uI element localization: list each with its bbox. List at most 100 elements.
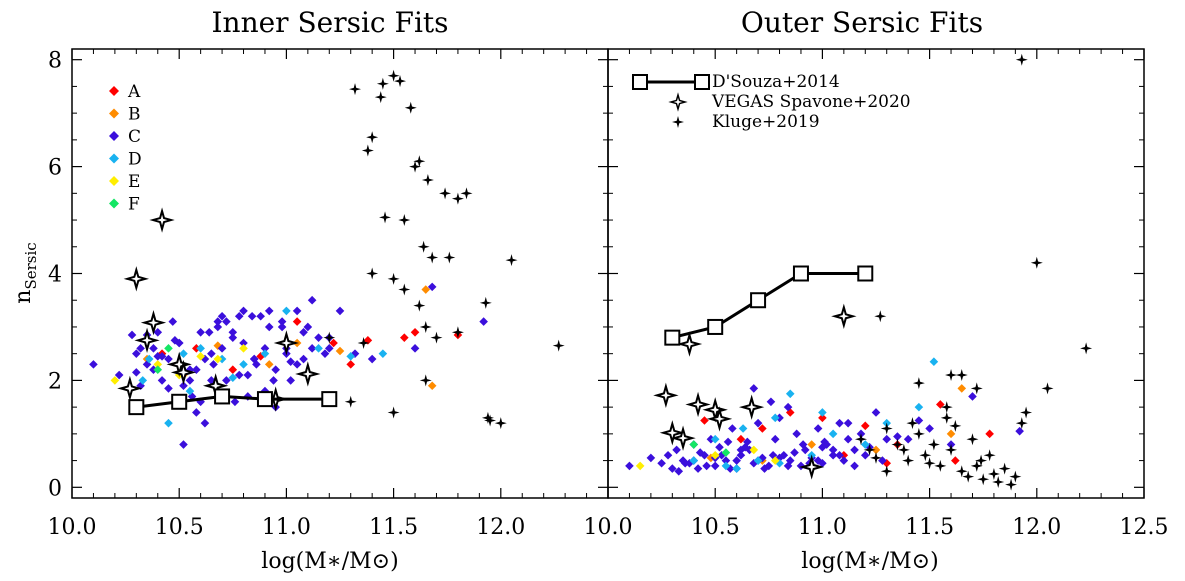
diamond-point-c [164,384,173,393]
kluge-star-point [387,272,400,285]
diamond-point-c [196,327,205,337]
inner-panel-frame [71,48,609,499]
diamond-point-c [234,311,244,321]
diamond-point-c [893,432,902,441]
outer-panel-marks [625,53,1093,491]
kluge-star-point [417,240,430,253]
kluge-star-point [413,299,426,312]
x-tick-label: 10.5 [155,515,204,540]
legend-marker-e [109,176,119,186]
diamond-point-e [770,456,780,465]
kluge-star-point [387,406,400,419]
kluge-star-point [1015,53,1028,66]
legend-marker-f [109,198,119,209]
diamond-point-c [234,370,244,380]
diamond-point-c [213,322,223,332]
diamond-point-c [843,418,853,428]
vegas-star-point [149,207,175,233]
diamond-point-c [625,461,634,471]
diamond-point-f [164,344,173,353]
vegas-star-point [676,331,703,357]
x-tick-label: 12.0 [1012,515,1061,540]
x-tick-label: 11.5 [369,515,418,540]
diamond-point-c [292,306,302,316]
diamond-point-c [228,333,238,342]
kluge-star-point [912,377,925,390]
diamond-point-c [303,322,313,332]
diamond-point-c [243,392,253,401]
dsouza-square-point [171,393,188,410]
diamond-point-a [818,413,827,423]
diamond-point-c [222,376,231,385]
kluge-star-point [479,296,492,309]
diamond-point-d [378,349,388,358]
diamond-point-a [985,429,994,439]
kluge-star-point [349,83,362,96]
x-tick-label: 11.5 [905,515,954,540]
kluge-star-point [970,382,983,395]
diamond-point-a [951,456,960,465]
kluge-star-point [977,473,990,486]
outer-panel-title: Outer Sersic Fits [741,6,983,39]
svg-text:nSersic: nSersic [11,242,40,303]
kluge-star-point [955,465,968,478]
kluge-star-point [398,214,411,227]
diamond-point-c [252,360,261,369]
kluge-star-point [962,470,975,483]
diamond-point-c [790,448,799,457]
kluge-star-point [323,331,336,344]
vegas-star-point [295,361,321,387]
diamond-point-c [785,456,795,465]
diamond-point-c [217,344,227,353]
diamond-point-b [264,360,274,369]
kluge-star-point [945,443,958,456]
kluge-star-point [970,459,983,472]
diamond-point-c [760,464,769,473]
kluge-star-point [451,192,464,205]
kluge-star-point [421,173,434,186]
diamond-point-c [663,450,673,460]
diamond-point-e [196,352,205,361]
dsouza-square-point [857,265,874,282]
diamond-point-c [749,458,759,468]
diamond-point-c [207,376,216,385]
diamond-point-f [689,440,699,449]
diamond-point-c [828,445,838,455]
kluge-star-point [1030,256,1043,269]
kluge-star-point [394,75,407,88]
diamond-point-c [850,461,859,471]
kluge-star-point [387,69,400,82]
kluge-star-point [361,144,374,157]
kluge-star-point [357,336,370,349]
vegas-star-point [798,454,825,480]
kluge-star-point [374,91,387,104]
legend-label-kluge: Kluge+2019 [712,112,820,132]
vegas-star-point [670,425,696,451]
diamond-point-c [968,392,977,401]
diamond-point-c [779,450,789,460]
diamond-point-d [179,349,188,358]
kluge-star-point [376,77,389,90]
diamond-point-c [695,448,705,457]
diamond-point-c [818,442,827,452]
diamond-point-d [753,456,763,465]
diamond-point-c [871,408,881,417]
diamond-point-c [164,354,173,364]
kluge-star-point [1015,417,1028,430]
diamond-point-f [153,365,163,375]
kluge-star-point [897,443,910,456]
diamond-point-c [200,418,210,428]
diamond-point-d [228,373,238,383]
diamond-point-c [798,440,808,449]
diamond-point-c [179,440,188,449]
kluge-star-point [419,320,432,333]
kluge-star-point [1020,406,1033,419]
diamond-point-e [110,376,120,385]
diamond-point-c [174,338,184,348]
diamond-point-c [192,408,201,417]
diamond-point-c [766,397,776,407]
legend-vegas-star [668,92,688,112]
kluge-star-point [419,374,432,387]
kluge-star-point [505,254,518,267]
diamond-point-e [239,344,248,353]
